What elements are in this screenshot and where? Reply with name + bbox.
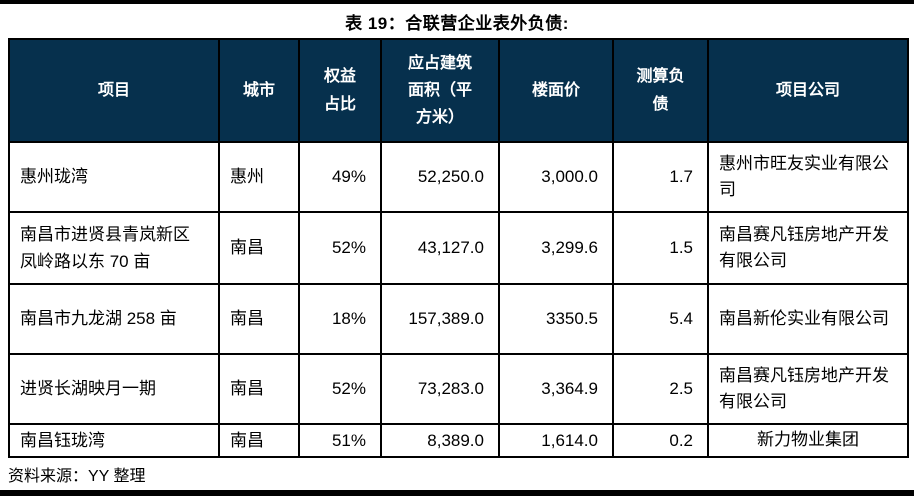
table-row: 南昌钰珑湾 南昌 51% 8,389.0 1,614.0 0.2 新力物业集团 <box>8 422 909 459</box>
cell-floor-price: 3350.5 <box>498 283 614 355</box>
cell-project: 南昌市进贤县青岚新区凤岭路以东 70 亩 <box>8 211 220 285</box>
cell-project-company: 南昌新伦实业有限公司 <box>707 283 909 355</box>
cell-project: 惠州珑湾 <box>8 141 220 213</box>
header-equity-ratio: 权益 占比 <box>298 38 382 143</box>
cell-project: 南昌市九龙湖 258 亩 <box>8 283 220 355</box>
table-row: 南昌市九龙湖 258 亩 南昌 18% 157,389.0 3350.5 5.4… <box>8 283 909 355</box>
cell-estimated-debt: 0.2 <box>612 422 709 459</box>
table-row: 南昌市进贤县青岚新区凤岭路以东 70 亩 南昌 52% 43,127.0 3,2… <box>8 211 909 285</box>
cell-project: 南昌钰珑湾 <box>8 422 220 459</box>
cell-project-company: 新力物业集团 <box>707 422 909 459</box>
cell-floor-area: 52,250.0 <box>380 141 500 213</box>
cell-floor-price: 3,299.6 <box>498 211 614 285</box>
cell-equity-ratio: 18% <box>298 283 382 355</box>
table-row: 进贤长湖映月一期 南昌 52% 73,283.0 3,364.9 2.5 南昌赛… <box>8 353 909 425</box>
cell-estimated-debt: 2.5 <box>612 353 709 425</box>
cell-project-company: 惠州市旺友实业有限公司 <box>707 141 909 213</box>
cell-floor-price: 1,614.0 <box>498 422 614 459</box>
cell-estimated-debt: 1.7 <box>612 141 709 213</box>
cell-floor-area: 157,389.0 <box>380 283 500 355</box>
cell-city: 南昌 <box>218 353 300 425</box>
off-balance-liabilities-table: 项目 城市 权益 占比 应占建筑 面积（平 方米） 楼面价 测算负 债 项目公司… <box>8 38 909 459</box>
header-floor-price: 楼面价 <box>498 38 614 143</box>
cell-floor-price: 3,000.0 <box>498 141 614 213</box>
cell-project: 进贤长湖映月一期 <box>8 353 220 425</box>
cell-city: 南昌 <box>218 211 300 285</box>
cell-equity-ratio: 52% <box>298 211 382 285</box>
bottom-divider <box>0 490 914 496</box>
cell-project-company: 南昌赛凡钰房地产开发有限公司 <box>707 211 909 285</box>
cell-equity-ratio: 51% <box>298 422 382 459</box>
cell-city: 南昌 <box>218 422 300 459</box>
header-estimated-debt: 测算负 债 <box>612 38 709 143</box>
header-project: 项目 <box>8 38 220 143</box>
cell-equity-ratio: 49% <box>298 141 382 213</box>
header-project-company: 项目公司 <box>707 38 909 143</box>
cell-floor-price: 3,364.9 <box>498 353 614 425</box>
cell-city: 南昌 <box>218 283 300 355</box>
cell-floor-area: 43,127.0 <box>380 211 500 285</box>
cell-project-company: 南昌赛凡钰房地产开发有限公司 <box>707 353 909 425</box>
source-note: 资料来源：YY 整理 <box>8 468 146 486</box>
cell-estimated-debt: 5.4 <box>612 283 709 355</box>
cell-city: 惠州 <box>218 141 300 213</box>
cell-estimated-debt: 1.5 <box>612 211 709 285</box>
cell-floor-area: 73,283.0 <box>380 353 500 425</box>
table-title: 表 19：合联营企业表外负债: <box>345 13 569 33</box>
top-divider <box>0 0 914 4</box>
header-floor-area: 应占建筑 面积（平 方米） <box>380 38 500 143</box>
table-row: 惠州珑湾 惠州 49% 52,250.0 3,000.0 1.7 惠州市旺友实业… <box>8 141 909 213</box>
cell-floor-area: 8,389.0 <box>380 422 500 459</box>
header-city: 城市 <box>218 38 300 143</box>
header-row: 项目 城市 权益 占比 应占建筑 面积（平 方米） 楼面价 测算负 债 项目公司 <box>8 38 909 143</box>
cell-equity-ratio: 52% <box>298 353 382 425</box>
